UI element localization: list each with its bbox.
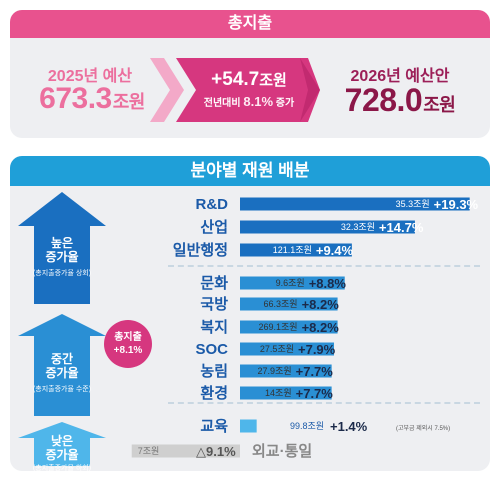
current-budget-value: 673.3조원: [39, 82, 146, 115]
bar-8: [240, 386, 332, 400]
high-mid-divider: [168, 265, 480, 267]
rate-label-6: +7.9%: [298, 342, 336, 357]
bar-4: [240, 297, 338, 311]
current-budget-unit: 조원: [112, 92, 146, 112]
mid-growth-arrow-icon: [18, 314, 106, 416]
amount-label-3: 9.6조원: [276, 278, 305, 288]
bar-10: [131, 444, 240, 458]
bar-5: [240, 320, 338, 334]
increase-unit: 조원: [259, 72, 287, 89]
bar-0: [240, 197, 470, 211]
category-label-3: 문화: [200, 275, 228, 292]
category-label-0: R&D: [196, 196, 229, 213]
growth-group-arrows: [18, 192, 106, 466]
amount-label-0: 35.3조원: [396, 199, 430, 209]
bar-2: [240, 243, 352, 257]
current-budget-label: 2025년 예산: [47, 68, 133, 85]
mid-growth-sub: (총지출증가율 수준): [32, 386, 92, 393]
amount-label-2: 121.1조원: [273, 245, 312, 255]
new-budget-value: 728.0조원: [344, 82, 456, 118]
amount-label-6: 27.5조원: [260, 344, 294, 354]
increase-rate-text: 전년대비 8.1% 증가: [203, 94, 295, 109]
amount-label-4: 66.3조원: [264, 299, 298, 309]
rate-label-5: +8.2%: [302, 320, 340, 335]
amount-label-8: 14조원: [265, 388, 292, 398]
high-growth-arrow-icon: [18, 192, 106, 304]
category-label-2: 일반행정: [173, 241, 228, 259]
new-budget-unit: 조원: [423, 95, 456, 115]
rate-label-8: +7.7%: [296, 386, 334, 401]
mid-low-divider: [168, 402, 480, 404]
increase-rate: 8.1%: [243, 94, 274, 109]
bar-3: [240, 276, 345, 290]
category-label-4: 국방: [200, 295, 228, 313]
increase-arrow-icon: [150, 58, 320, 122]
low-growth-sub: (총지출증가율 하회): [32, 465, 92, 472]
amount-label-10: 7조원: [138, 446, 160, 456]
rate-label-3: +8.8%: [309, 276, 347, 291]
new-budget-label: 2026년 예산안: [350, 68, 450, 85]
category-label-10: 외교·통일: [252, 442, 312, 460]
rate-label-4: +8.2%: [302, 297, 340, 312]
increase-amount: +54.7조원: [211, 69, 287, 90]
high-growth-title: 높은 증가율: [45, 236, 79, 264]
high-growth-sub: (총지출증가율 상회): [32, 270, 92, 277]
low-growth-title: 낮은 증가율: [45, 434, 79, 462]
rate-label-0: +19.3%: [434, 197, 479, 212]
rate-label-9: +1.4%: [330, 419, 368, 434]
rate-label-7: +7.7%: [296, 364, 334, 379]
category-label-1: 산업: [200, 219, 228, 236]
category-label-5: 복지: [200, 319, 228, 336]
category-label-6: SOC: [195, 341, 228, 358]
amount-label-5: 269.1조원: [258, 322, 297, 332]
mid-growth-title: 중간 증가율: [45, 352, 79, 380]
rate-label-10: △9.1%: [196, 444, 236, 459]
amount-label-1: 32.3조원: [341, 222, 375, 232]
amount-label-7: 27.9조원: [258, 366, 292, 376]
bar-9: [240, 419, 257, 433]
bar-6: [240, 342, 335, 356]
category-label-7: 농림: [200, 362, 228, 380]
allocation-header: 분야별 재원 배분: [10, 156, 490, 186]
rate-label-1: +14.7%: [379, 220, 424, 235]
amount-label-9: 99.8조원: [290, 421, 324, 431]
note-label-9: (고부금 제외시 7.5%): [396, 424, 450, 432]
total-expenditure-header: 총지출: [10, 10, 490, 38]
low-growth-arrow-icon: [18, 422, 106, 466]
bar-7: [240, 364, 332, 378]
total-growth-badge: 총지출 +8.1%: [104, 320, 152, 368]
rate-label-2: +9.4%: [316, 243, 354, 258]
category-label-9: 교육: [200, 418, 228, 435]
category-label-8: 환경: [200, 384, 228, 402]
bar-1: [240, 220, 415, 234]
